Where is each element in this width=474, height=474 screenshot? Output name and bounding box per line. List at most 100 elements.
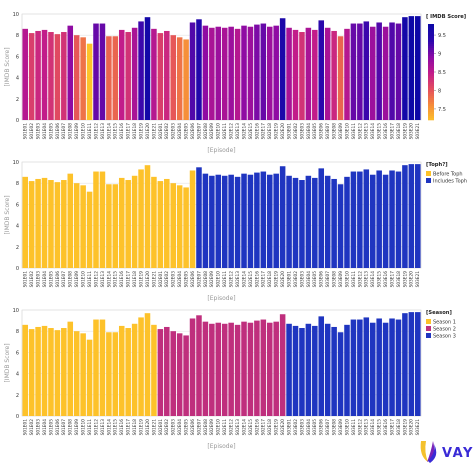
legend-label: Season 1 [433,319,456,325]
x-tick-label: S02E09 [209,419,215,436]
x-tick-label: S02E13 [235,419,241,436]
x-tick-label: S02E18 [267,271,273,288]
colorbar-segment [428,48,434,51]
x-tick-label: S03E03 [299,271,305,288]
x-tick-label: S03E19 [402,271,408,288]
x-tick-label: S01E19 [138,419,144,436]
bar [266,322,273,416]
x-tick-label: S01E10 [81,271,87,288]
y-tick-label: 4 [16,76,19,82]
colorbar-segment [428,84,434,87]
bar [350,319,357,416]
colorbar-tick-label: 7.5 [438,107,446,113]
bar [125,180,131,268]
bar [279,166,286,268]
bar [35,30,41,120]
bar [408,312,415,416]
colorbar-segment [428,60,434,63]
y-tick-label: 4 [16,224,19,230]
colorbar-segment [428,108,434,111]
bar [131,323,138,416]
x-tick-label: S03E12 [357,123,363,140]
bar [382,174,389,268]
y-tick-label: 8 [16,33,19,39]
x-tick-label: S03E18 [396,271,402,288]
x-tick-label: S01E11 [87,123,93,140]
x-tick-label: S01E06 [55,123,61,140]
x-tick-label: S01E13 [100,271,106,288]
x-tick-label: S02E06 [190,271,196,288]
bar [209,175,215,268]
x-tick-label: S01E17 [126,419,132,436]
bar [286,323,292,416]
bar [209,27,215,121]
colorbar-segment [428,116,434,119]
bar [305,27,312,121]
x-tick-label: S01E08 [68,419,74,436]
colorbar-segment [428,106,434,109]
bar [67,25,74,120]
x-tick-label: S03E04 [306,419,312,436]
x-tick-label: S02E12 [229,419,235,436]
x-tick-label: S01E12 [93,271,99,288]
bar [93,23,99,120]
x-tick-label: S02E01 [158,123,164,140]
x-tick-label: S01E12 [93,419,99,436]
x-tick-label: S01E06 [55,419,61,436]
colorbar-segment [428,92,434,95]
x-tick-label: S01E20 [145,419,151,436]
bar [331,178,337,268]
y-tick-label: 6 [16,54,19,60]
x-tick-label: S01E18 [132,271,138,288]
x-tick-label: S03E13 [364,123,370,140]
x-tick-label: S01E16 [119,123,125,140]
bar [299,32,305,120]
bar [376,170,382,268]
legend-swatch [426,333,431,338]
x-axis-title: [Episode] [207,147,235,154]
x-tick-label: S02E12 [229,123,235,140]
y-tick-label: 2 [16,97,19,103]
x-tick-label: S02E05 [184,419,190,436]
x-tick-label: S02E02 [164,271,170,288]
bar [54,182,61,268]
bar [260,23,267,120]
bar [93,171,99,268]
x-tick-label: S03E13 [364,271,370,288]
x-tick-label: S03E20 [409,419,415,436]
x-tick-label: S03E01 [286,271,292,288]
bar [86,191,93,268]
colorbar-segment [428,62,434,65]
bar [164,326,170,416]
x-axis-title: [Episode] [207,443,235,450]
x-tick-label: S02E06 [190,123,196,140]
bar [357,171,363,268]
colorbar-segment [428,80,434,83]
x-tick-label: S02E13 [235,123,241,140]
bar [389,22,395,121]
bar [54,330,61,416]
bar [22,176,28,268]
x-tick-label: S01E18 [132,419,138,436]
colorbar-segment [428,104,434,107]
bar [369,26,376,120]
x-tick-label: S01E04 [42,123,48,140]
y-tick-label: 2 [16,245,19,251]
bar [241,173,247,268]
bar [363,317,370,416]
x-tick-label: S01E01 [23,271,29,288]
bar [112,184,119,268]
bar [73,183,80,268]
x-tick-label: S03E03 [299,419,305,436]
bar [106,332,112,416]
x-tick-label: S02E15 [248,271,254,288]
bar [138,169,144,268]
x-tick-label: S01E19 [138,123,144,140]
x-tick-label: S01E13 [100,419,106,436]
x-tick-label: S01E08 [68,123,74,140]
x-tick-label: S03E04 [306,271,312,288]
x-tick-label: S03E17 [389,419,395,436]
y-tick-label: 0 [16,118,19,124]
colorbar-segment [428,98,434,101]
bar [28,33,35,120]
